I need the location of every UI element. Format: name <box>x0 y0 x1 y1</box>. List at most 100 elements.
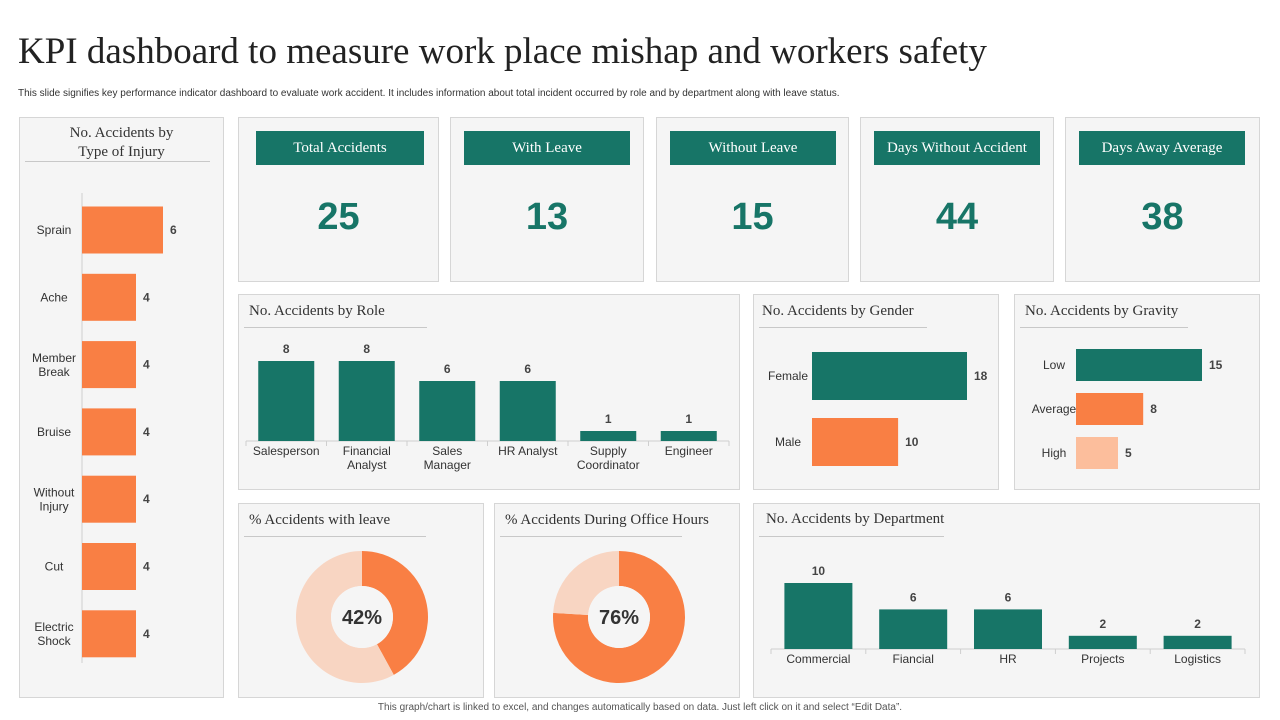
gravity-chart: 15 Low 8 Average 5 High <box>1032 349 1223 469</box>
injury-bar-member-break <box>82 341 136 389</box>
department-bar-logistics <box>1163 635 1232 649</box>
gravity-bar-high <box>1076 437 1118 469</box>
injury-bar-without-injury <box>82 475 136 523</box>
injury-title-line-1: No. Accidents by <box>69 125 174 141</box>
injury-bar-ache <box>82 273 136 321</box>
role-bar-engineer <box>660 431 717 441</box>
office-center-label: 76% <box>599 607 639 629</box>
leave-slice-value <box>362 551 428 675</box>
gender-chart-title: No. Accidents by Gender <box>762 303 914 319</box>
department-chart-title: No. Accidents by Department <box>766 511 945 527</box>
department-value-label-commercial: 10 <box>812 564 826 578</box>
gender-title-underline <box>759 327 927 328</box>
department-bar-projects <box>1068 635 1137 649</box>
injury-value-label-member-break: 4 <box>143 358 150 372</box>
department-category-label-commercial: Commercial <box>786 652 850 666</box>
kpi-label-days-without-accident: Days Without Accident <box>874 131 1040 165</box>
office-slice-value <box>553 551 685 683</box>
kpi-label-with-leave: With Leave <box>464 131 630 165</box>
gravity-panel: No. Accidents by Gravity 15 Low 8 Average 5 H… <box>1014 294 1260 490</box>
gravity-bar-average <box>1076 393 1144 425</box>
kpi-value-with-leave: 13 <box>525 196 569 238</box>
gender-category-label-female: Female <box>768 369 808 383</box>
kpi-card-days-away-average: Days Away Average 38 <box>1065 117 1260 282</box>
department-bar-fiancial <box>879 609 948 649</box>
injury-bar-electric-shock <box>82 610 136 658</box>
kpi-value-without-leave: 15 <box>731 196 774 238</box>
department-bar-commercial <box>784 583 853 649</box>
role-value-label-engineer: 1 <box>685 412 692 426</box>
injury-value-label-electric-shock: 4 <box>143 627 150 641</box>
department-bar-hr <box>974 609 1042 649</box>
role-category-label-engineer: Engineer <box>665 444 713 458</box>
gender-panel: No. Accidents by Gender 18 Female 10 Male <box>753 294 999 490</box>
gravity-bar-low <box>1076 349 1202 381</box>
department-value-label-fiancial: 6 <box>910 590 917 604</box>
department-category-label-fiancial: Fiancial <box>893 652 934 666</box>
role-value-label-supply-coordinator: 1 <box>605 412 612 426</box>
leave-chart-title: % Accidents with leave <box>249 512 391 528</box>
injury-bar-cut <box>82 543 136 590</box>
injury-category-label-electric-shock: Electric Shock <box>34 620 73 648</box>
gravity-value-label-high: 5 <box>1125 446 1132 460</box>
leave-panel: % Accidents with leave 42% <box>238 503 484 698</box>
gender-value-label-female: 18 <box>974 369 988 383</box>
injury-bar-sprain <box>82 206 163 254</box>
gender-bar-female <box>812 352 967 400</box>
role-title-underline <box>244 327 427 328</box>
role-category-label-hr-analyst: HR Analyst <box>498 444 558 458</box>
page-title: KPI dashboard to measure work place mish… <box>18 31 987 72</box>
kpi-value-days-away-average: 38 <box>1141 196 1184 238</box>
kpi-label-without-leave: Without Leave <box>670 131 836 165</box>
injury-category-label-without-injury: Without Injury <box>34 485 75 513</box>
gender-bar-male <box>812 418 899 466</box>
kpi-label-total-accidents: Total Accidents <box>256 131 424 165</box>
role-value-label-sales-manager: 6 <box>444 362 451 376</box>
gravity-value-label-average: 8 <box>1150 402 1157 416</box>
injury-category-label-sprain: Sprain <box>37 223 72 237</box>
footer-note: This graph/chart is linked to excel, and… <box>377 702 903 713</box>
injury-category-label-member-break: Member Break <box>32 351 76 379</box>
page-subtitle: This slide signifies key performance ind… <box>18 88 840 99</box>
injury-value-label-ache: 4 <box>143 290 150 304</box>
role-bar-supply-coordinator <box>580 431 637 441</box>
gravity-category-label-high: High <box>1042 446 1067 460</box>
injury-title-line-2: Type of Injury <box>78 144 165 160</box>
role-chart: 8 Salesperson 8 Financial Analyst 6 Sales Manag… <box>245 342 730 472</box>
injury-bar-bruise <box>82 408 136 456</box>
injury-category-label-cut: Cut <box>45 560 64 574</box>
kpi-card-with-leave: With Leave 13 <box>450 117 644 282</box>
role-category-label-salesperson: Salesperson <box>253 444 320 458</box>
role-bar-salesperson <box>258 361 315 441</box>
injury-value-label-bruise: 4 <box>143 425 150 439</box>
injury-panel: No. Accidents by Type of Injury 6 Sprain 4… <box>19 117 224 698</box>
office-chart-title: % Accidents During Office Hours <box>505 512 709 528</box>
leave-title-underline <box>244 536 426 537</box>
office-panel: % Accidents During Office Hours 76% <box>494 503 740 698</box>
department-value-label-logistics: 2 <box>1194 617 1201 631</box>
office-slice-remainder <box>553 551 619 616</box>
leave-center-label: 42% <box>342 607 382 629</box>
injury-value-label-cut: 4 <box>143 560 150 574</box>
role-category-label-supply-coordinator: Supply Coordinator <box>577 444 640 472</box>
injury-title-underline <box>25 161 210 162</box>
kpi-card-without-leave: Without Leave 15 <box>656 117 849 282</box>
role-bar-financial-analyst <box>338 361 395 441</box>
kpi-value-total-accidents: 25 <box>317 196 360 238</box>
kpi-label-days-away-average: Days Away Average <box>1079 131 1245 165</box>
kpi-card-days-without-accident: Days Without Accident 44 <box>860 117 1054 282</box>
injury-chart: 6 Sprain 4 Ache 4 Member Break 4 Bruise 4 Without I… <box>32 193 177 663</box>
kpi-card-total-accidents: Total Accidents 25 <box>238 117 439 282</box>
role-category-label-sales-manager: Sales Manager <box>424 444 471 472</box>
gender-value-label-male: 10 <box>905 435 919 449</box>
injury-value-label-without-injury: 4 <box>143 492 150 506</box>
injury-value-label-sprain: 6 <box>170 223 177 237</box>
kpi-value-days-without-accident: 44 <box>935 196 979 238</box>
role-value-label-salesperson: 8 <box>283 342 290 356</box>
injury-category-label-bruise: Bruise <box>37 425 71 439</box>
office-chart: 76% <box>553 551 685 683</box>
role-panel: No. Accidents by Role 8 Salesperson 8 Finan… <box>238 294 740 490</box>
department-category-label-projects: Projects <box>1081 652 1124 666</box>
gravity-category-label-low: Low <box>1043 358 1065 372</box>
gravity-title-underline <box>1020 327 1188 328</box>
